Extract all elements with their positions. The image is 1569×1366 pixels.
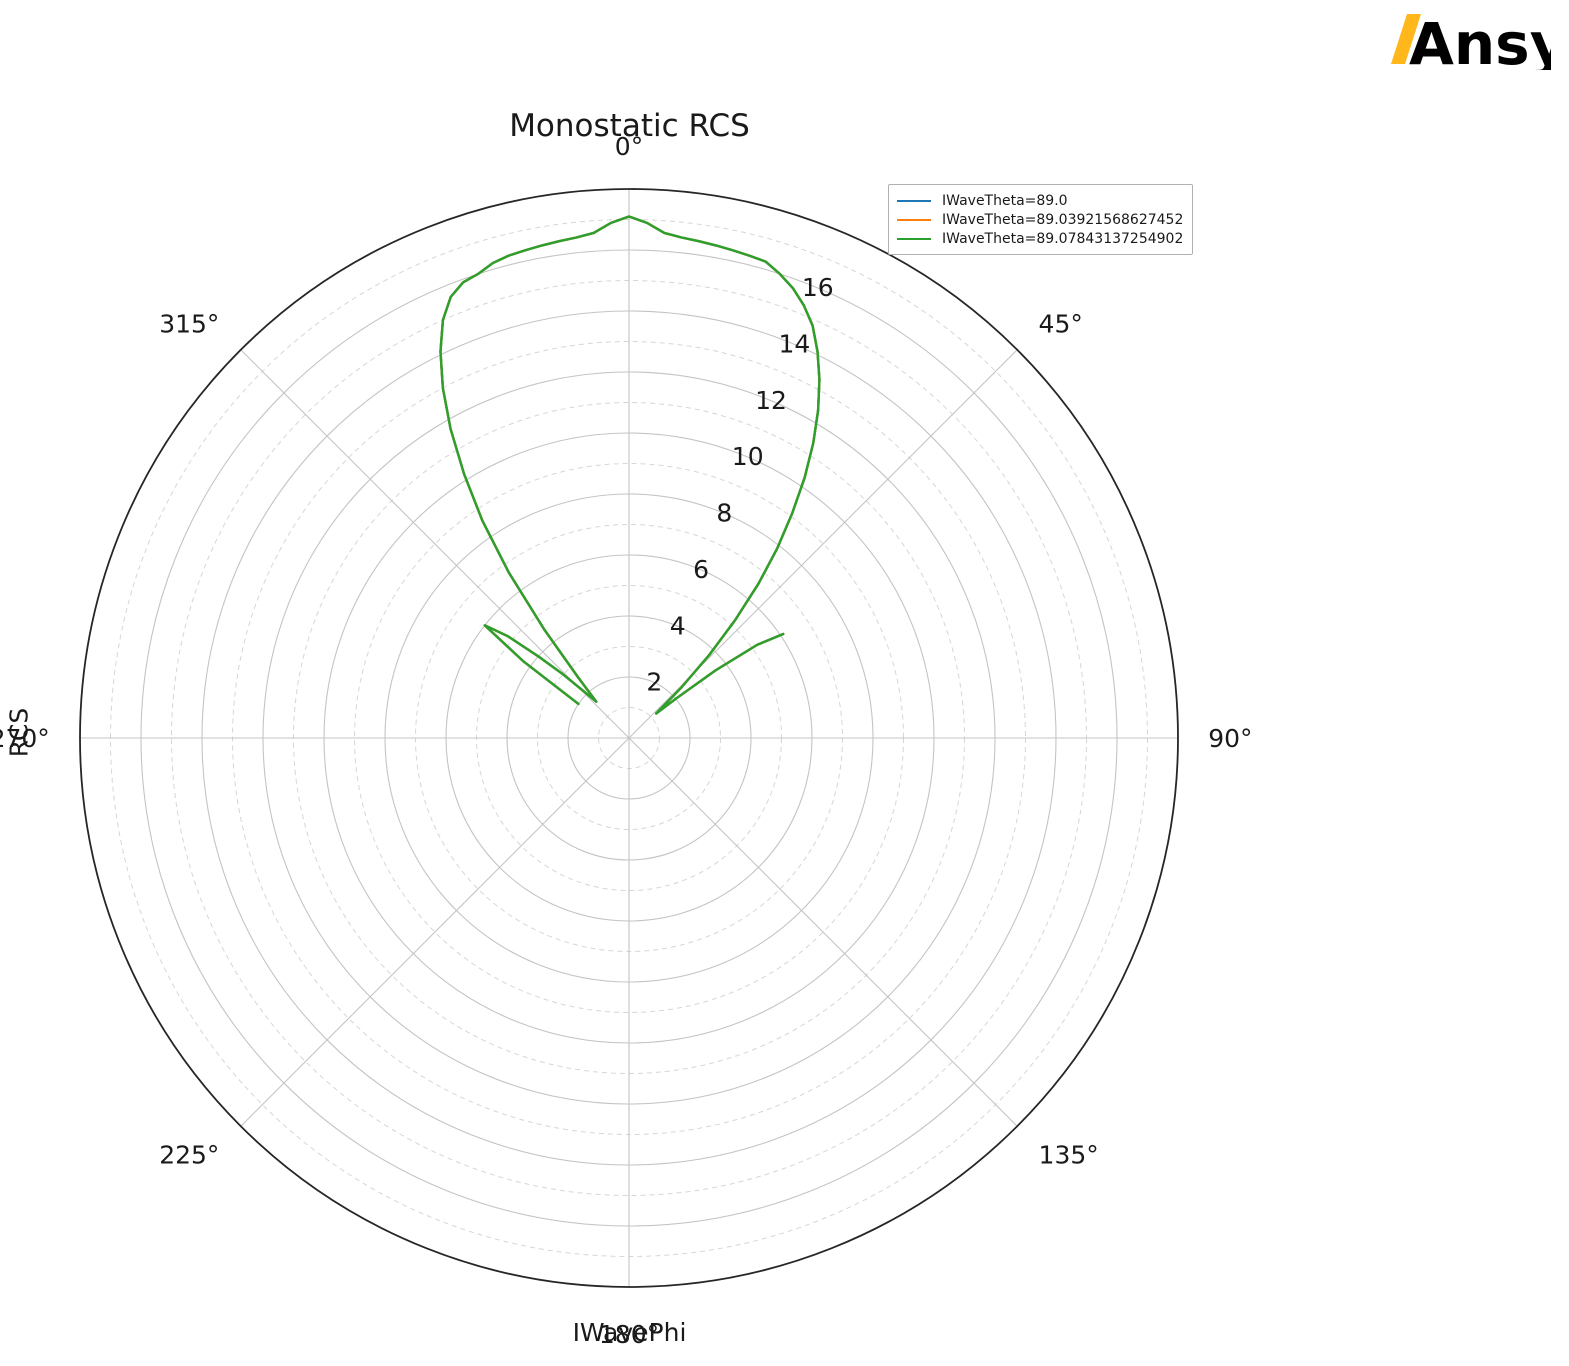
grid-spoke: [240, 737, 630, 1127]
radial-tick-label: 14: [778, 330, 810, 359]
legend-item: IWaveTheta=89.0: [897, 191, 1183, 210]
polar-grid: [79, 188, 1179, 1288]
legend-label-series-0: IWaveTheta=89.0: [942, 192, 1068, 209]
polar-outer-boundary: [79, 188, 1179, 1288]
radial-tick-label: 6: [693, 555, 709, 584]
legend-label-series-2: IWaveTheta=89.07843137254902: [942, 230, 1184, 247]
legend-swatch-series-1: [897, 218, 931, 221]
angular-tick-label: 0°: [615, 132, 643, 161]
y-axis-label: RCS: [4, 707, 34, 758]
angular-tick-label: 315°: [159, 309, 219, 338]
legend[interactable]: IWaveTheta=89.0 IWaveTheta=89.0392156862…: [888, 184, 1194, 255]
page-title: Monostatic RCS: [509, 108, 750, 144]
legend-item: IWaveTheta=89.03921568627452: [897, 210, 1183, 229]
angular-tick-label: 270°: [0, 724, 50, 753]
angular-tick-label: 45°: [1039, 309, 1083, 338]
legend-label-series-1: IWaveTheta=89.03921568627452: [942, 211, 1184, 228]
series-line-2: [439, 215, 821, 715]
ansys-logo-accent-slash: [1391, 14, 1421, 64]
grid-spoke: [240, 349, 630, 739]
angular-tick-labels: 0° 45° 90° 135° 180° 225° 270° 315°: [0, 132, 1253, 1349]
radial-tick-label: 12: [755, 386, 787, 415]
x-axis-label: IWavePhi: [572, 1318, 687, 1347]
angular-tick-label: 180°: [599, 1320, 659, 1349]
legend-swatch-series-2: [897, 237, 931, 240]
radial-tick-label: 10: [732, 442, 764, 471]
legend-swatch-series-0: [897, 199, 931, 202]
radial-tick-label: 2: [646, 668, 662, 697]
series-group: [439, 215, 821, 715]
radial-tick-label: 16: [802, 273, 834, 302]
radial-tick-label: 8: [716, 499, 732, 528]
ansys-logo-svg: Ansys: [1391, 10, 1551, 70]
angular-tick-label: 90°: [1208, 724, 1252, 753]
ansys-logo-wordmark: Ansys: [1409, 10, 1551, 70]
angular-tick-label: 225°: [159, 1141, 219, 1170]
angular-tick-label: 135°: [1039, 1141, 1099, 1170]
radial-tick-label: 4: [670, 611, 686, 640]
grid-spoke: [628, 737, 1018, 1127]
legend-item: IWaveTheta=89.07843137254902: [897, 229, 1183, 248]
ansys-logo: Ansys: [1361, 8, 1551, 70]
